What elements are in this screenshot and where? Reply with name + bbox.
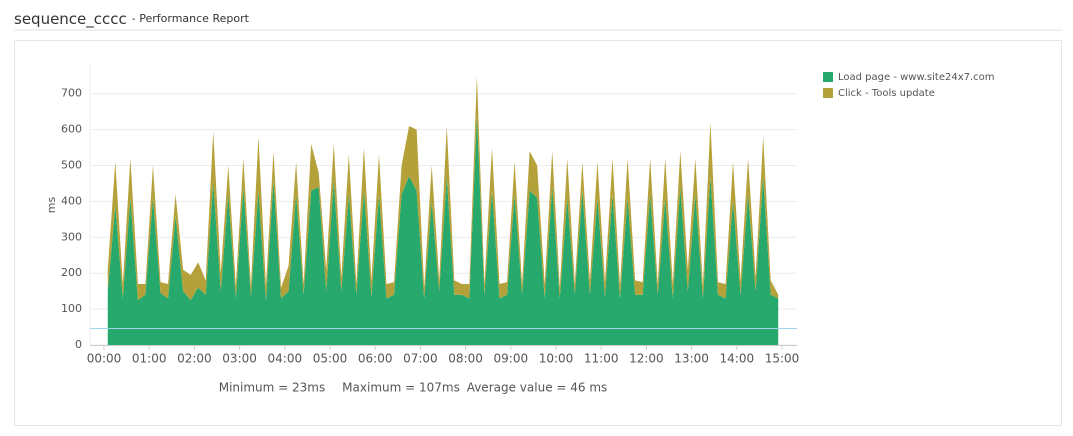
x-tick-label: 00:00	[87, 352, 122, 366]
legend-label: Click - Tools update	[838, 88, 935, 99]
y-tick-label: 400	[61, 194, 82, 207]
x-tick-label: 01:00	[132, 352, 167, 366]
x-tick-label: 05:00	[313, 352, 348, 366]
legend-swatch	[823, 88, 833, 98]
x-tick-label: 15:00	[765, 352, 800, 366]
x-tick-label: 12:00	[629, 352, 664, 366]
x-tick-label: 08:00	[448, 352, 483, 366]
footer-stat: Average value = 46 ms	[467, 381, 608, 395]
panel	[14, 40, 1062, 426]
area	[107, 115, 779, 345]
y-tick-label: 500	[61, 159, 82, 172]
legend-label: Load page - www.site24x7.com	[838, 72, 995, 83]
y-tick-label: 700	[61, 87, 82, 100]
x-tick-label: 07:00	[403, 352, 438, 366]
x-tick-label: 02:00	[177, 352, 212, 366]
legend-swatch	[823, 72, 833, 82]
x-tick-label: 10:00	[539, 352, 574, 366]
y-tick-label: 200	[61, 266, 82, 279]
footer-stat: Minimum = 23ms	[219, 381, 326, 395]
x-tick-label: 03:00	[222, 352, 257, 366]
y-tick-label: 0	[75, 338, 82, 351]
x-tick-label: 11:00	[584, 352, 619, 366]
y-axis-label: ms	[45, 197, 58, 214]
y-tick-label: 100	[61, 302, 82, 315]
y-tick-label: 600	[61, 123, 82, 136]
x-tick-label: 06:00	[358, 352, 393, 366]
y-tick-label: 300	[61, 230, 82, 243]
report-title: sequence_cccc - Performance Report	[14, 10, 250, 29]
title: sequence_cccc	[14, 10, 127, 29]
footer-stat: Maximum = 107ms	[342, 381, 460, 395]
x-tick-label: 04:00	[268, 352, 303, 366]
x-tick-label: 13:00	[674, 352, 709, 366]
x-tick-label: 14:00	[720, 352, 755, 366]
subtitle: - Performance Report	[132, 12, 250, 25]
x-tick-label: 09:00	[494, 352, 529, 366]
area	[107, 75, 779, 301]
